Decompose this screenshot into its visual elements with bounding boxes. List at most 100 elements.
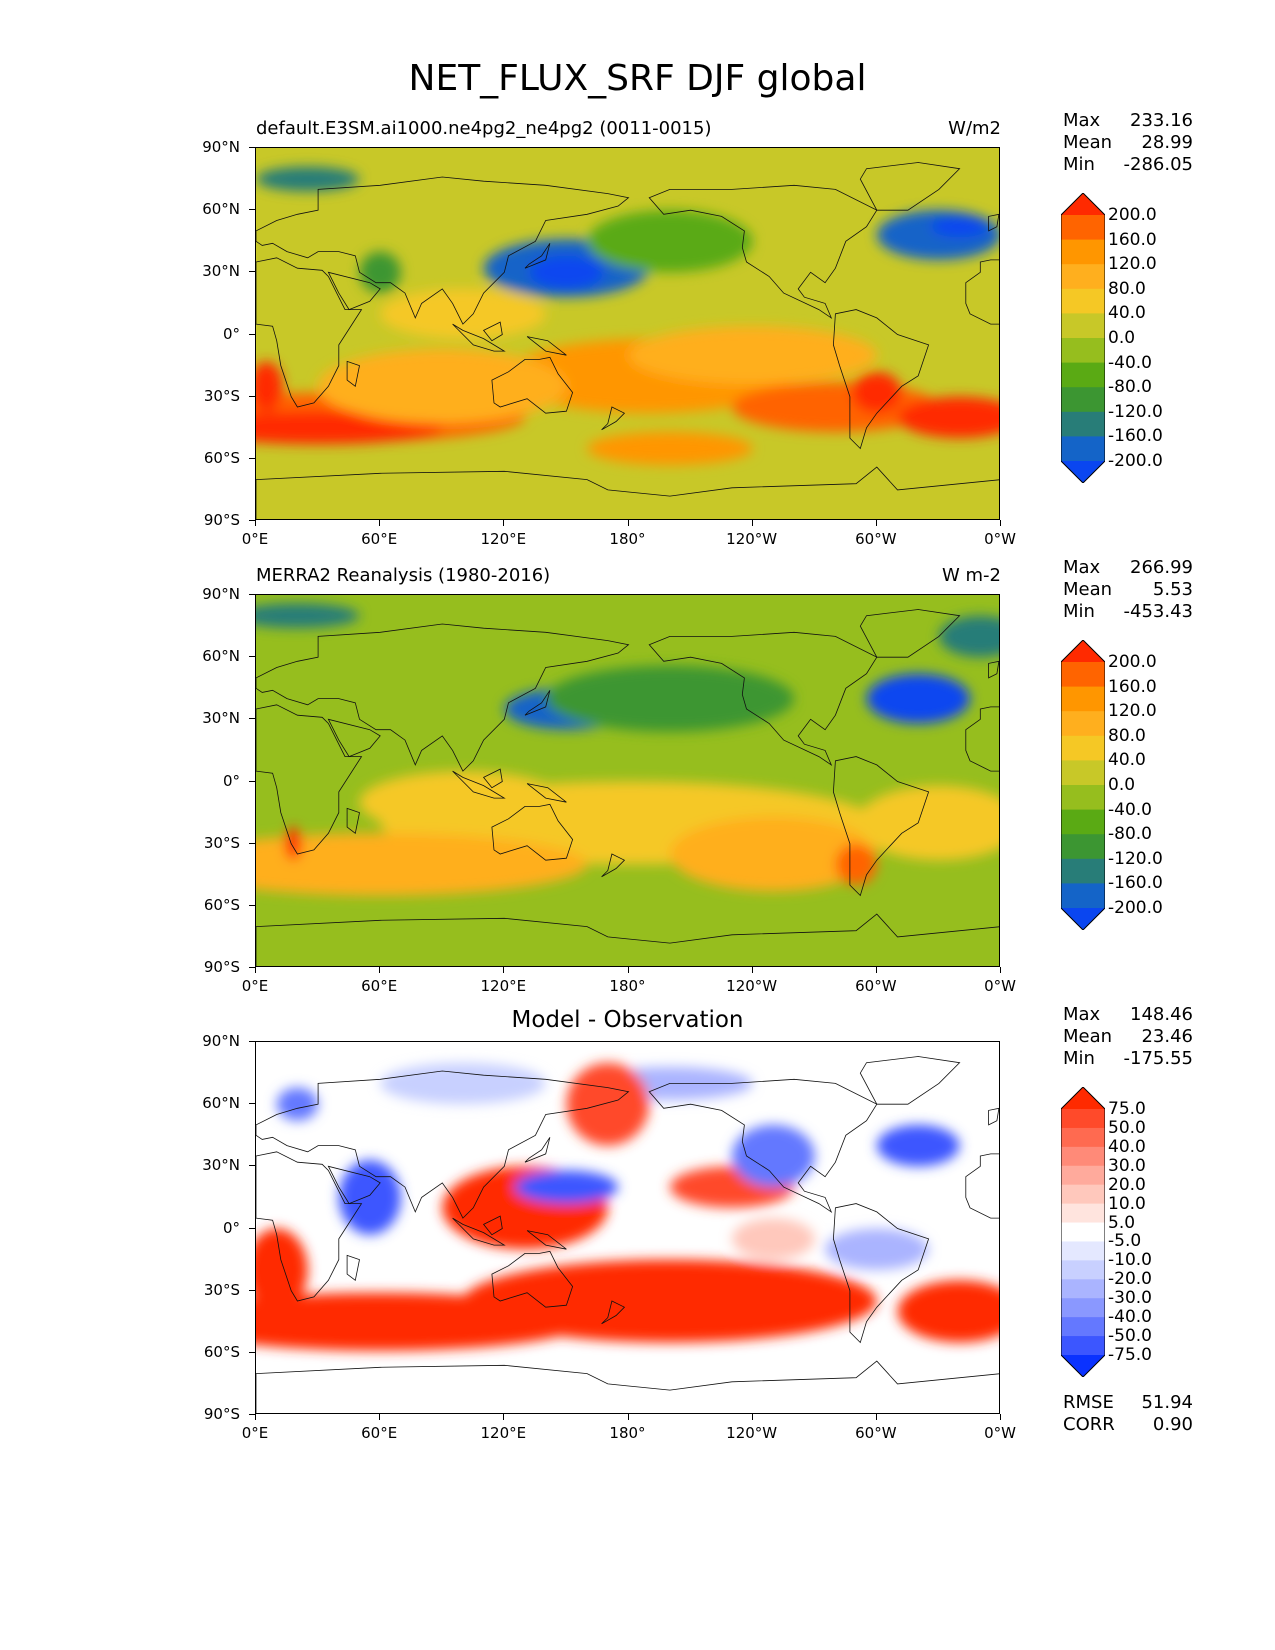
map-plot bbox=[255, 594, 1000, 967]
colorbar-extend-max bbox=[1061, 193, 1105, 215]
y-tick bbox=[249, 967, 255, 968]
coastline bbox=[965, 1153, 999, 1219]
coastline bbox=[256, 466, 999, 519]
field-contour bbox=[276, 1087, 319, 1121]
x-tick-label: 180° bbox=[609, 1424, 646, 1442]
coastline bbox=[346, 807, 360, 835]
x-tick-label: 0°E bbox=[241, 530, 269, 548]
x-tick-label: 180° bbox=[609, 977, 646, 995]
coastline bbox=[988, 1107, 999, 1126]
x-tick-label: 60°W bbox=[855, 977, 897, 995]
x-tick-label: 60°W bbox=[855, 530, 897, 548]
stat-row: Max 148.46 bbox=[1063, 1004, 1193, 1026]
x-tick bbox=[875, 967, 877, 973]
colorbar-segment bbox=[1061, 338, 1105, 364]
y-tick-label: 90°N bbox=[202, 138, 240, 156]
panel-units: W/m2 bbox=[948, 118, 1001, 139]
colorbar-segment bbox=[1061, 1298, 1105, 1318]
field-contour bbox=[462, 1259, 877, 1343]
y-tick-label: 60°S bbox=[203, 1342, 240, 1361]
map-svg bbox=[256, 148, 999, 519]
colorbar-label: 75.0 bbox=[1108, 1099, 1146, 1119]
stat-row: Max 266.99 bbox=[1063, 557, 1193, 579]
colorbar-extend-min bbox=[1061, 461, 1105, 483]
coastline bbox=[482, 1215, 503, 1236]
colorbar-segment bbox=[1061, 1127, 1105, 1148]
y-tick bbox=[249, 520, 255, 521]
y-tick-label: 90°S bbox=[203, 958, 240, 976]
map-svg bbox=[256, 1042, 999, 1413]
field-contour bbox=[930, 216, 989, 238]
colorbar-segment bbox=[1061, 1222, 1105, 1242]
colorbar-label: -80.0 bbox=[1108, 377, 1152, 398]
stat-row: Min -286.05 bbox=[1063, 154, 1193, 176]
y-tick-label: 90°N bbox=[202, 1032, 240, 1050]
coastline bbox=[452, 770, 506, 799]
y-tick-label: 90°N bbox=[202, 585, 240, 603]
x-tick-label: 0°W bbox=[984, 1424, 1016, 1442]
colorbar-segment bbox=[1061, 1279, 1105, 1299]
x-tick-label: 120°E bbox=[480, 977, 527, 995]
colorbar-label: 20.0 bbox=[1108, 1174, 1146, 1195]
x-tick bbox=[1000, 1414, 1001, 1420]
x-tick bbox=[255, 1414, 256, 1420]
x-tick bbox=[751, 967, 753, 973]
stat-label: Max bbox=[1063, 1004, 1101, 1025]
stat-value: 233.16 bbox=[1130, 110, 1193, 131]
stat-label: Mean bbox=[1063, 1026, 1113, 1047]
colorbar-label: 0.0 bbox=[1108, 328, 1136, 348]
colorbar-label: -120.0 bbox=[1108, 401, 1163, 422]
coastline bbox=[648, 1078, 878, 1213]
y-tick bbox=[249, 594, 255, 595]
colorbar-label: 80.0 bbox=[1108, 278, 1146, 299]
coastline bbox=[526, 336, 567, 356]
colorbar-label: 120.0 bbox=[1108, 701, 1157, 722]
figure-title: NET_FLUX_SRF DJF global bbox=[408, 58, 867, 99]
coastline bbox=[327, 1165, 381, 1205]
y-tick bbox=[249, 1289, 255, 1291]
colorbar-label: -30.0 bbox=[1108, 1288, 1152, 1309]
colorbar-segment bbox=[1061, 387, 1105, 413]
stat-value: -286.05 bbox=[1123, 154, 1193, 175]
x-tick bbox=[1000, 967, 1001, 973]
coastline bbox=[601, 1300, 626, 1325]
colorbar-label: -40.0 bbox=[1108, 352, 1152, 373]
colorbar-label: 5.0 bbox=[1108, 1212, 1136, 1233]
coastline bbox=[988, 213, 999, 232]
panel-title-center: Model - Observation bbox=[511, 1007, 744, 1033]
colorbar-container bbox=[1060, 192, 1106, 484]
panel-title-left: default.E3SM.ai1000.ne4pg2_ne4pg2 (0011-… bbox=[256, 118, 712, 139]
x-tick bbox=[503, 1414, 505, 1420]
colorbar-label: -40.0 bbox=[1108, 1307, 1152, 1328]
colorbar-segment bbox=[1061, 785, 1105, 811]
y-tick-label: 30°N bbox=[202, 709, 240, 728]
colorbar-segment bbox=[1061, 760, 1105, 786]
y-tick-label: 30°N bbox=[202, 1156, 240, 1175]
field-contour bbox=[359, 771, 567, 834]
y-tick-label: 60°N bbox=[202, 200, 240, 219]
colorbar-segment bbox=[1061, 1317, 1105, 1337]
x-tick-label: 0°E bbox=[241, 1424, 269, 1442]
colorbar-label: 40.0 bbox=[1108, 750, 1146, 771]
colorbar-segment bbox=[1061, 711, 1105, 737]
colorbar-segment bbox=[1061, 215, 1105, 241]
colorbar-label: -160.0 bbox=[1108, 873, 1163, 894]
coastline bbox=[526, 1230, 567, 1250]
x-tick-label: 60°E bbox=[361, 977, 398, 995]
colorbar-segment bbox=[1061, 411, 1105, 437]
panel-units: W m-2 bbox=[941, 565, 1001, 586]
colorbar-container bbox=[1060, 639, 1106, 931]
field-contour bbox=[256, 833, 588, 896]
field-contour bbox=[897, 1280, 999, 1343]
stat-row: Mean 28.99 bbox=[1063, 132, 1193, 154]
colorbar bbox=[1060, 192, 1106, 484]
coastline bbox=[524, 690, 551, 716]
stat-label: Min bbox=[1063, 154, 1095, 175]
field-contour bbox=[338, 1160, 401, 1235]
y-tick bbox=[249, 656, 255, 658]
coastline bbox=[256, 1070, 630, 1219]
field-contour bbox=[380, 1062, 546, 1105]
y-tick bbox=[249, 780, 255, 782]
stat-label: Max bbox=[1063, 557, 1101, 578]
field-contour bbox=[284, 827, 302, 861]
